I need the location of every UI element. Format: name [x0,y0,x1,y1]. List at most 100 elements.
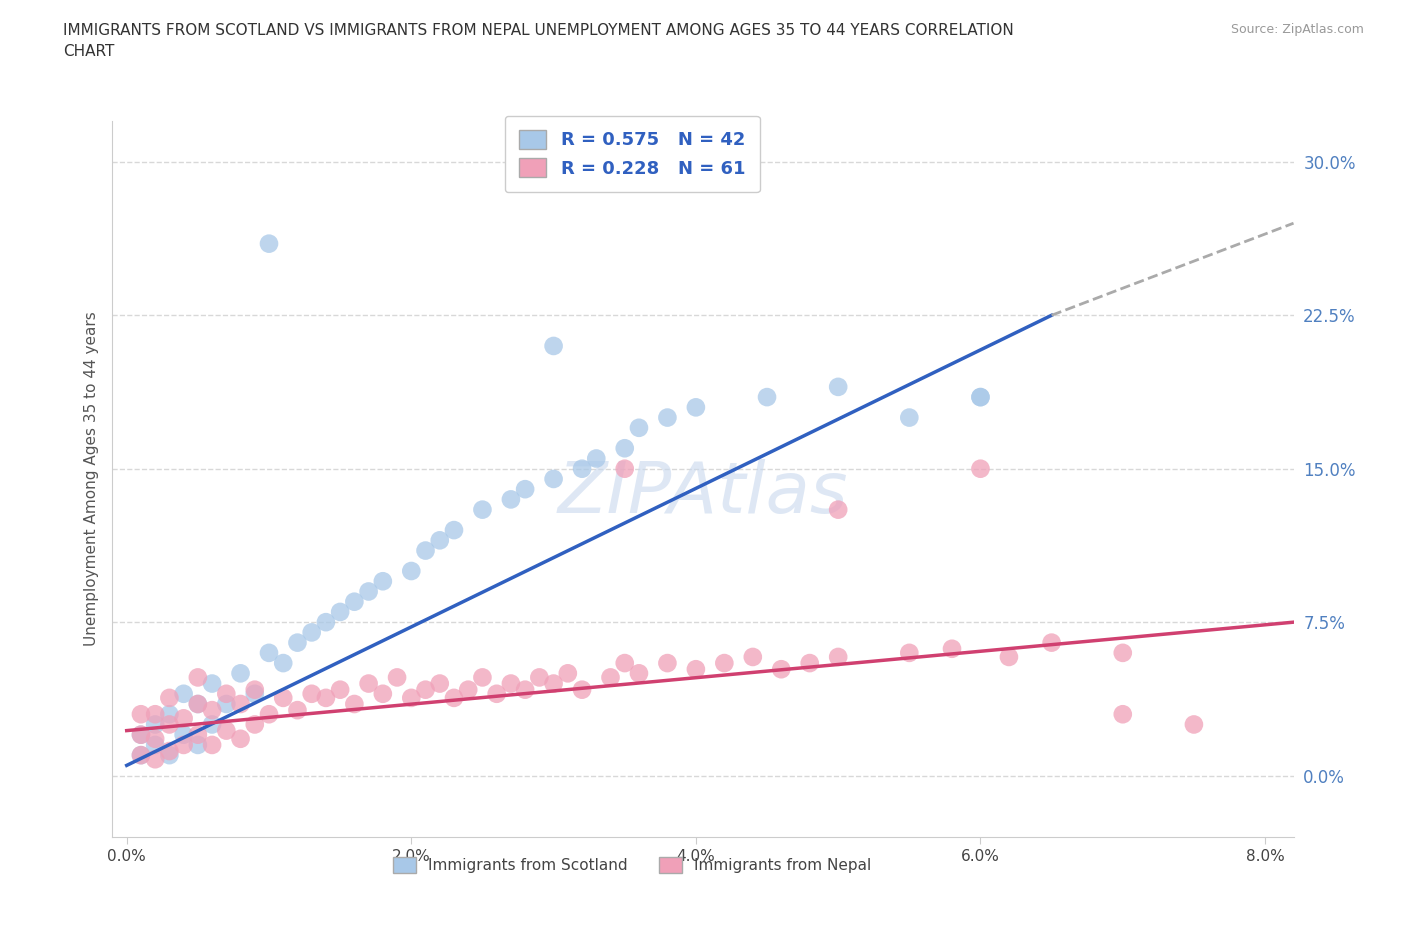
Text: IMMIGRANTS FROM SCOTLAND VS IMMIGRANTS FROM NEPAL UNEMPLOYMENT AMONG AGES 35 TO : IMMIGRANTS FROM SCOTLAND VS IMMIGRANTS F… [63,23,1014,60]
Point [998,649,1021,664]
Point [499,676,522,691]
Point [257,645,280,660]
Point [129,727,152,742]
Point [173,711,195,725]
Point [827,649,849,664]
Point [429,676,451,691]
Point [685,662,707,677]
Point [713,656,735,671]
Point [969,390,991,405]
Point [143,737,166,752]
Point [457,683,479,698]
Text: ZIPAtlas: ZIPAtlas [558,458,848,527]
Point [243,683,266,698]
Point [357,584,380,599]
Legend: Immigrants from Scotland, Immigrants from Nepal: Immigrants from Scotland, Immigrants fro… [387,851,877,880]
Point [129,748,152,763]
Point [1112,645,1135,660]
Point [143,707,166,722]
Point [157,717,180,732]
Point [499,492,522,507]
Point [627,666,650,681]
Point [243,686,266,701]
Point [941,642,963,657]
Point [315,690,337,705]
Point [257,236,280,251]
Point [173,737,195,752]
Point [827,379,849,394]
Point [215,697,238,711]
Point [741,649,763,664]
Point [187,727,209,742]
Point [329,604,352,619]
Point [229,731,252,746]
Point [898,645,921,660]
Point [1182,717,1205,732]
Point [173,727,195,742]
Point [401,690,423,705]
Point [229,697,252,711]
Point [229,666,252,681]
Point [173,686,195,701]
Point [543,676,565,691]
Point [187,697,209,711]
Point [613,441,636,456]
Point [215,686,238,701]
Point [357,676,380,691]
Point [513,683,536,698]
Point [157,690,180,705]
Point [157,707,180,722]
Text: Source: ZipAtlas.com: Source: ZipAtlas.com [1230,23,1364,36]
Y-axis label: Unemployment Among Ages 35 to 44 years: Unemployment Among Ages 35 to 44 years [83,312,98,646]
Point [129,748,152,763]
Point [1040,635,1063,650]
Point [243,717,266,732]
Point [443,523,465,538]
Point [969,390,991,405]
Point [1112,707,1135,722]
Point [543,339,565,353]
Point [315,615,337,630]
Point [329,683,352,698]
Point [557,666,579,681]
Point [371,686,394,701]
Point [613,656,636,671]
Point [657,656,679,671]
Point [201,717,224,732]
Point [157,744,180,759]
Point [401,564,423,578]
Point [827,502,849,517]
Point [287,703,309,718]
Point [571,461,593,476]
Point [385,670,408,684]
Point [443,690,465,705]
Point [627,420,650,435]
Point [513,482,536,497]
Point [571,683,593,698]
Point [129,707,152,722]
Point [271,656,294,671]
Point [969,461,991,476]
Point [157,748,180,763]
Point [371,574,394,589]
Point [301,625,323,640]
Point [657,410,679,425]
Point [129,727,152,742]
Point [415,683,437,698]
Point [685,400,707,415]
Point [799,656,821,671]
Point [201,676,224,691]
Point [613,461,636,476]
Point [343,594,366,609]
Point [187,670,209,684]
Point [429,533,451,548]
Point [143,751,166,766]
Point [271,690,294,705]
Point [415,543,437,558]
Point [485,686,508,701]
Point [143,717,166,732]
Point [215,724,238,738]
Point [529,670,551,684]
Point [543,472,565,486]
Point [187,697,209,711]
